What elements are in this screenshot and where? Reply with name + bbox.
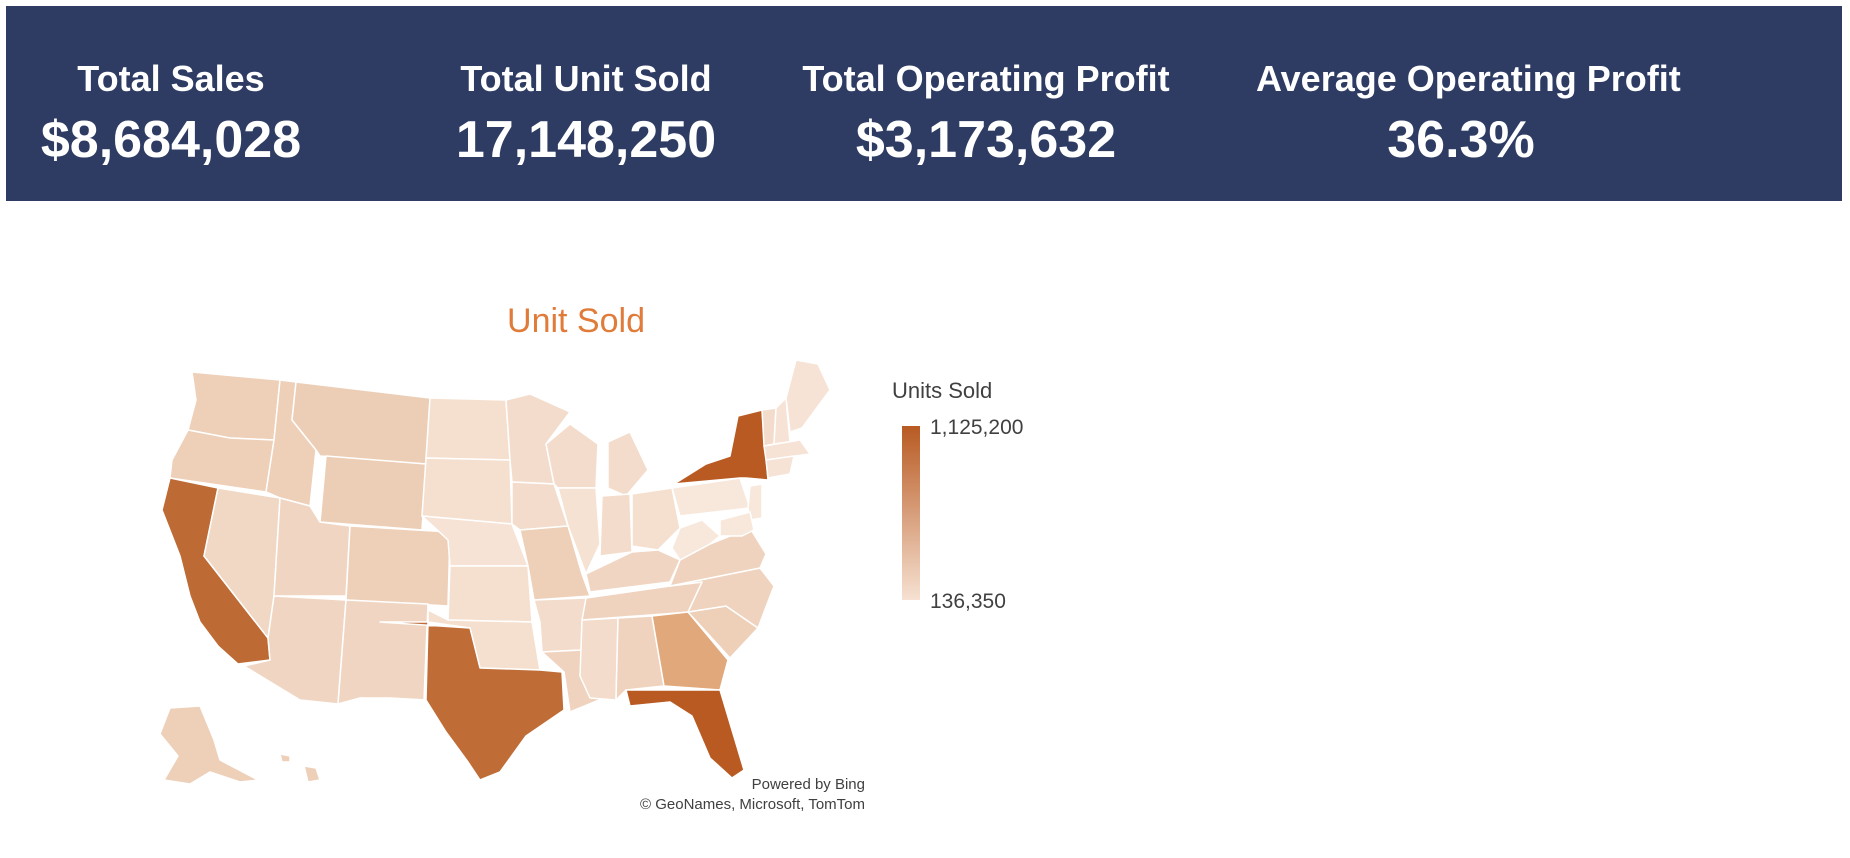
kpi-label: Total Operating Profit bbox=[802, 58, 1170, 99]
kpi-label: Average Operating Profit bbox=[1256, 58, 1681, 99]
map-title: Unit Sold bbox=[507, 302, 645, 340]
state-michigan[interactable] bbox=[607, 431, 649, 497]
kpi-value: 17,148,250 bbox=[455, 111, 717, 169]
state-florida[interactable] bbox=[625, 689, 745, 779]
kpi-total-sales: Total Sales $8,684,028 bbox=[36, 6, 306, 201]
us-choropleth-map[interactable] bbox=[150, 360, 880, 810]
state-north-carolina[interactable] bbox=[669, 567, 775, 629]
state-south-dakota[interactable] bbox=[421, 457, 513, 525]
kpi-value: $8,684,028 bbox=[40, 111, 302, 169]
state-wyoming[interactable] bbox=[319, 455, 427, 531]
state-west-virginia[interactable] bbox=[671, 519, 721, 561]
states-layer bbox=[159, 360, 831, 785]
state-massachusetts[interactable] bbox=[763, 439, 811, 461]
map-credit-sources: © GeoNames, Microsoft, TomTom bbox=[640, 796, 865, 813]
kpi-value: 36.3% bbox=[1387, 111, 1535, 169]
kpi-label: Total Sales bbox=[77, 58, 265, 99]
state-arkansas[interactable] bbox=[533, 597, 587, 653]
state-mississippi[interactable] bbox=[579, 617, 619, 701]
kpi-banner: Total Sales $8,684,028 Total Unit Sold 1… bbox=[6, 6, 1842, 201]
state-ohio[interactable] bbox=[631, 487, 681, 551]
kpi-label: Total Unit Sold bbox=[460, 58, 712, 99]
state-texas[interactable] bbox=[359, 621, 565, 781]
state-hawaii[interactable] bbox=[303, 765, 321, 783]
kpi-total-operating-profit: Total Operating Profit $3,173,632 bbox=[796, 6, 1176, 201]
state-connecticut[interactable] bbox=[765, 455, 795, 479]
legend-min-label: 136,350 bbox=[930, 590, 1006, 613]
state-alabama[interactable] bbox=[615, 615, 665, 701]
kpi-value: $3,173,632 bbox=[855, 111, 1117, 169]
state-new-mexico[interactable] bbox=[337, 599, 429, 705]
state-hawaii-island-small[interactable] bbox=[279, 753, 291, 763]
state-new-york[interactable] bbox=[673, 409, 769, 485]
state-illinois[interactable] bbox=[557, 487, 601, 575]
state-indiana[interactable] bbox=[599, 493, 633, 557]
legend-color-scale bbox=[902, 426, 920, 600]
state-north-dakota[interactable] bbox=[425, 397, 511, 461]
map-credit-bing: Powered by Bing bbox=[751, 776, 865, 793]
state-kansas[interactable] bbox=[447, 565, 533, 623]
kpi-total-unit-sold: Total Unit Sold 17,148,250 bbox=[426, 6, 746, 201]
state-maryland[interactable] bbox=[719, 511, 755, 537]
kpi-average-operating-profit: Average Operating Profit 36.3% bbox=[1256, 6, 1681, 201]
legend-max-label: 1,125,200 bbox=[930, 416, 1024, 439]
state-maine[interactable] bbox=[785, 360, 831, 433]
state-new-jersey[interactable] bbox=[747, 483, 763, 521]
legend-title: Units Sold bbox=[892, 378, 993, 403]
state-colorado[interactable] bbox=[345, 525, 451, 607]
state-alaska[interactable] bbox=[159, 705, 259, 785]
state-washington[interactable] bbox=[187, 371, 281, 441]
state-georgia[interactable] bbox=[651, 611, 729, 691]
